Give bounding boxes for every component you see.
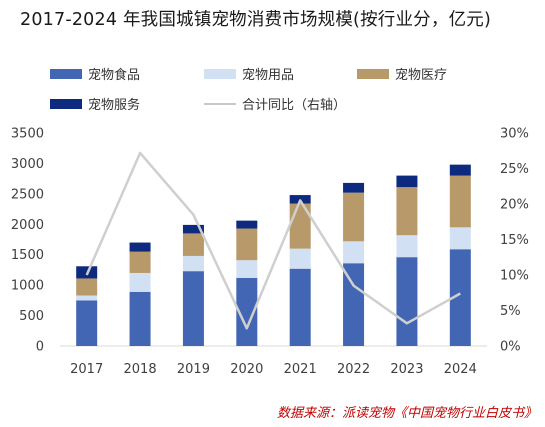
source-note: 数据来源：派读宠物《中国宠物行业白皮书》 xyxy=(276,406,537,421)
bar-segment-0 xyxy=(182,271,204,346)
legend-label-food: 宠物食品 xyxy=(88,68,141,83)
y-right-tick-label: 10% xyxy=(500,269,529,284)
legend-item-yoy: 合计同比（右轴） xyxy=(204,94,346,113)
y-left-tick-label: 3000 xyxy=(11,157,44,172)
bar-segment-2 xyxy=(449,175,471,228)
x-tick-label: 2019 xyxy=(177,362,210,377)
bar-segment-1 xyxy=(182,255,204,272)
bar-segment-0 xyxy=(76,300,98,346)
bar-segment-1 xyxy=(343,241,365,264)
bar-segment-2 xyxy=(182,233,204,256)
bar-segment-2 xyxy=(129,251,151,273)
bar-segment-0 xyxy=(289,268,311,346)
y-right-tick-label: 25% xyxy=(500,162,529,177)
legend: 宠物食品 宠物用品 宠物医疗 宠物服务 合计同比（右轴） xyxy=(0,0,545,113)
bar-segment-1 xyxy=(76,295,98,301)
legend-item-supplies: 宠物用品 xyxy=(204,64,294,83)
y-left-tick-label: 500 xyxy=(19,309,44,324)
y-right-tick-label: 0% xyxy=(500,340,521,355)
chart-title: 2017-2024 年我国城镇宠物消费市场规模(按行业分，亿元) xyxy=(20,10,492,30)
y-right-tick-label: 15% xyxy=(500,233,529,248)
legend-label-medical: 宠物医疗 xyxy=(395,68,448,83)
legend-label-supplies: 宠物用品 xyxy=(242,68,295,83)
bar-segment-1 xyxy=(129,272,151,292)
legend-label-service: 宠物服务 xyxy=(88,98,141,113)
x-tick-label: 2020 xyxy=(230,362,263,377)
bar-segment-3 xyxy=(129,242,151,252)
x-tick-label: 2024 xyxy=(444,362,477,377)
bar-segment-0 xyxy=(129,291,151,346)
bar-segment-3 xyxy=(236,220,258,229)
legend-swatch-food xyxy=(50,68,82,79)
bar-segment-1 xyxy=(236,260,258,278)
bar-segment-3 xyxy=(396,175,418,188)
bar-segment-0 xyxy=(236,277,258,346)
legend-item-food: 宠物食品 xyxy=(50,64,140,83)
legend-item-service: 宠物服务 xyxy=(50,94,140,113)
bar-segment-0 xyxy=(343,263,365,346)
y-left-tick-label: 1500 xyxy=(11,248,44,263)
x-tick-label: 2017 xyxy=(70,362,103,377)
bar-segment-3 xyxy=(343,182,365,193)
bar-segment-1 xyxy=(289,248,311,269)
bar-segment-2 xyxy=(76,278,98,296)
legend-swatch-supplies xyxy=(204,68,236,79)
y-left-tick-label: 2000 xyxy=(11,218,44,233)
y-left-tick-label: 1000 xyxy=(11,279,44,294)
bar-segment-0 xyxy=(396,257,418,346)
bar-segment-2 xyxy=(396,187,418,236)
bar-segment-3 xyxy=(182,224,204,234)
legend-item-medical: 宠物医疗 xyxy=(357,64,447,83)
legend-label-yoy: 合计同比（右轴） xyxy=(242,98,347,113)
legend-swatch-yoy xyxy=(204,102,236,105)
y-right-tick-label: 5% xyxy=(500,304,521,319)
y-right-tick-label: 20% xyxy=(500,198,529,213)
bar-segment-3 xyxy=(449,164,471,176)
bar-segment-2 xyxy=(236,228,258,261)
y-right-tick-label: 30% xyxy=(500,127,529,142)
bar-segment-0 xyxy=(449,249,471,346)
bar-segment-1 xyxy=(396,235,418,258)
legend-swatch-service xyxy=(50,98,82,109)
y-left-tick-label: 2500 xyxy=(11,187,44,202)
bar-segment-2 xyxy=(343,192,365,242)
x-tick-label: 2021 xyxy=(284,362,317,377)
bar-segment-1 xyxy=(449,227,471,250)
x-tick-label: 2018 xyxy=(124,362,157,377)
legend-swatch-medical xyxy=(357,68,389,79)
y-left-tick-label: 0 xyxy=(36,340,44,355)
y-left-tick-label: 3500 xyxy=(11,127,44,142)
x-tick-label: 2022 xyxy=(337,362,370,377)
yoy-line xyxy=(85,151,461,330)
x-tick-label: 2023 xyxy=(390,362,423,377)
